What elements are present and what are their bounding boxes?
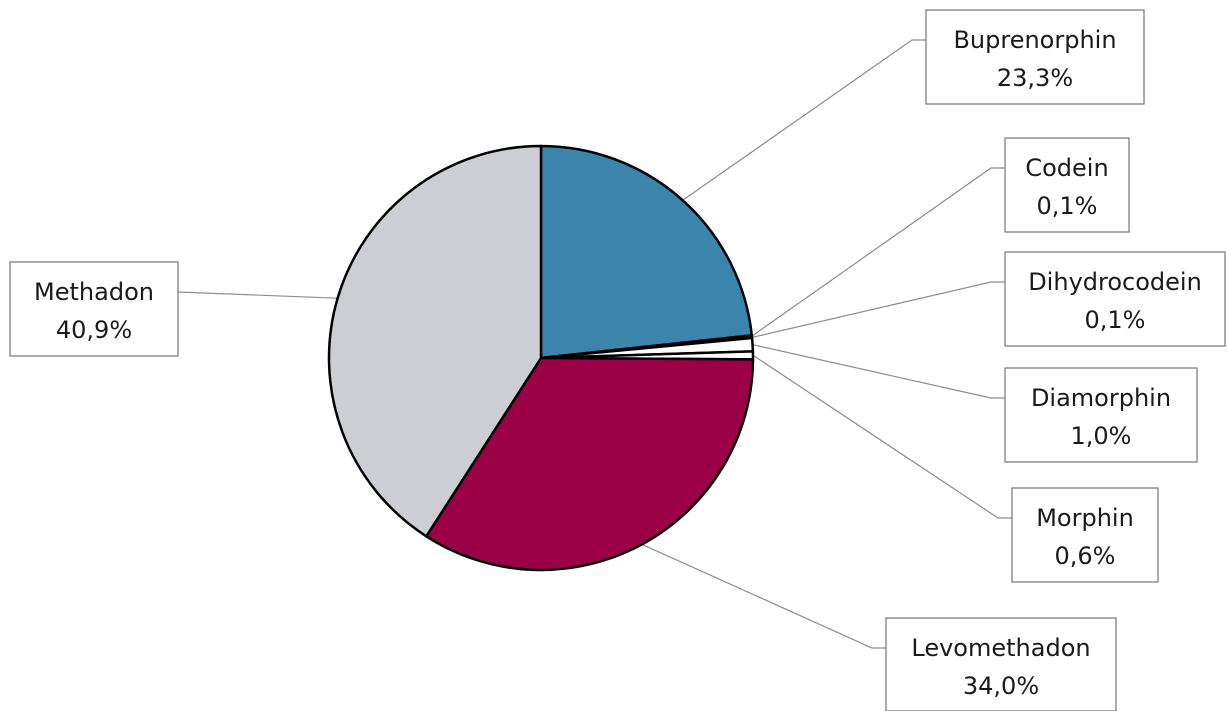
label-box-buprenorphin: [925, 9, 1145, 105]
slice-value-levomethadon: 34,0%: [963, 672, 1039, 700]
leader-line-diamorphin: [752, 344, 1005, 399]
slice-name-morphin: Morphin: [1036, 504, 1134, 532]
slice-value-diamorphin: 1,0%: [1071, 422, 1132, 450]
leader-line-dihydrocodein: [751, 281, 1005, 338]
label-box-codein: [1004, 137, 1130, 233]
leader-line-codein: [751, 167, 1005, 337]
slice-name-levomethadon: Levomethadon: [911, 634, 1090, 662]
label-box-levomethadon: [885, 617, 1117, 711]
slice-value-dihydrocodein: 0,1%: [1085, 306, 1146, 334]
label-box-morphin: [1011, 487, 1159, 583]
slice-name-diamorphin: Diamorphin: [1031, 384, 1171, 412]
slice-value-methadon: 40,9%: [56, 316, 132, 344]
slice-name-dihydrocodein: Dihydrocodein: [1028, 268, 1202, 296]
slice-value-morphin: 0,6%: [1055, 542, 1116, 570]
slice-value-buprenorphin: 23,3%: [997, 64, 1073, 92]
pie-slices: [327, 144, 755, 572]
leader-line-methadon: [177, 291, 338, 299]
leader-lines: [177, 39, 1012, 649]
slice-labels: Buprenorphin 23,3% Codein 0,1% Dihydrocodein…: [9, 9, 1226, 711]
leader-line-levomethadon: [641, 543, 886, 649]
slice-name-buprenorphin: Buprenorphin: [953, 26, 1116, 54]
pie-slice-buprenorphin: [539, 144, 754, 360]
slice-value-codein: 0,1%: [1037, 192, 1098, 220]
pie-slice-methadon: [327, 144, 543, 538]
slice-name-methadon: Methadon: [34, 278, 154, 306]
label-box-diamorphin: [1004, 367, 1198, 463]
label-box-methadon: [9, 261, 179, 357]
slice-name-codein: Codein: [1025, 154, 1108, 182]
leader-line-buprenorphin: [682, 39, 926, 201]
leader-line-morphin: [752, 354, 1012, 519]
label-box-dihydrocodein: [1004, 251, 1226, 347]
